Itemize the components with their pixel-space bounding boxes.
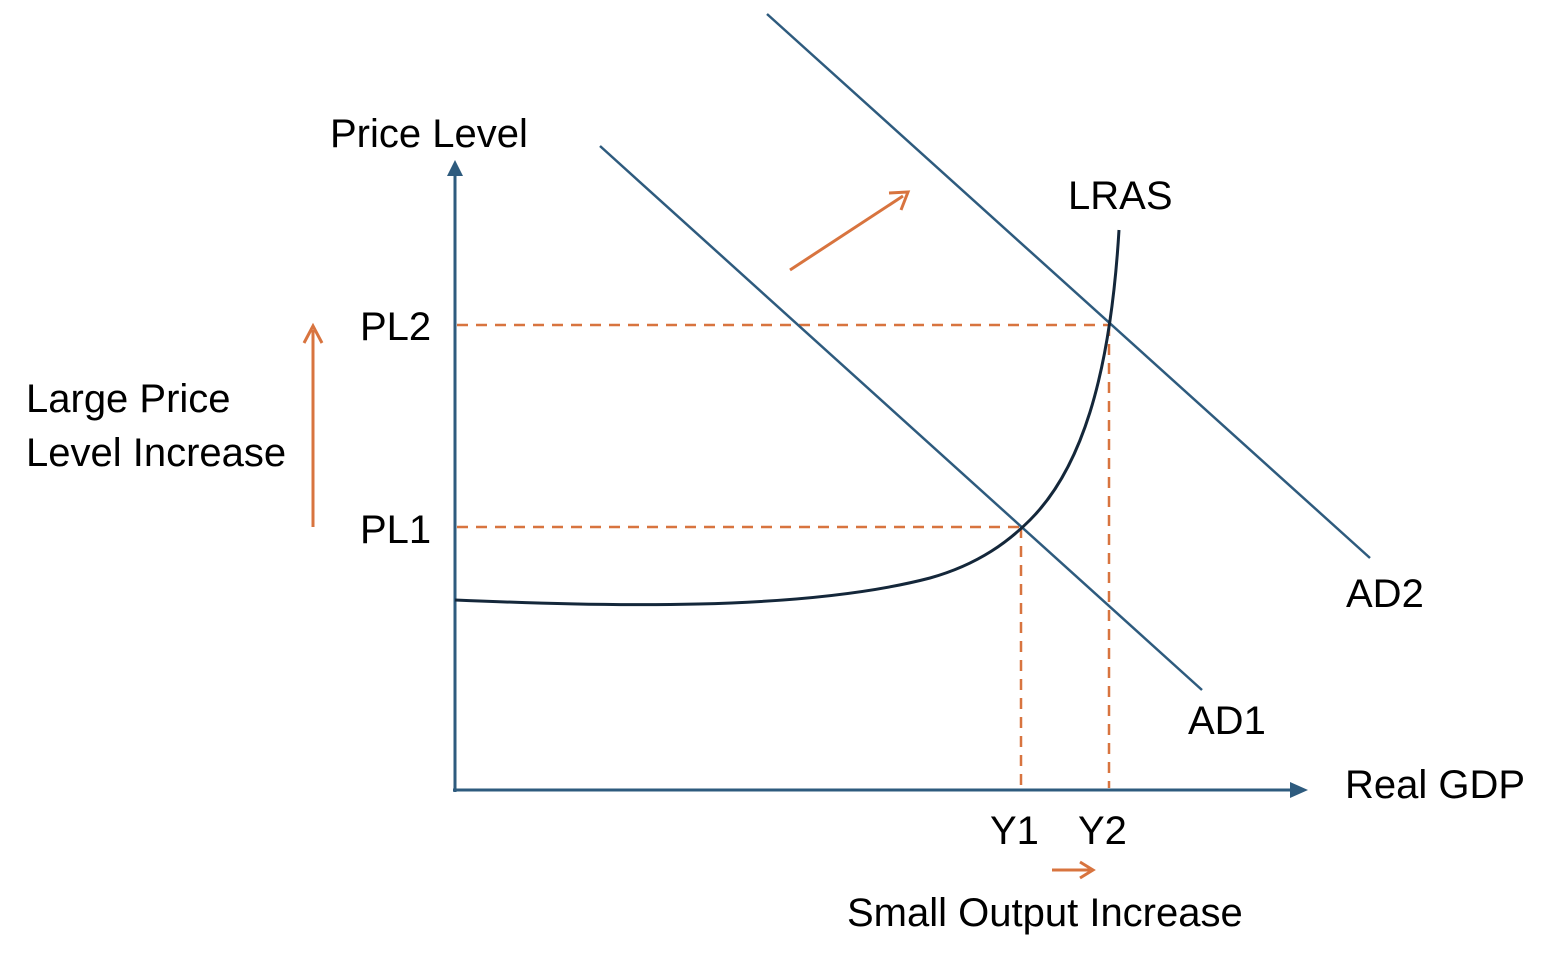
demand-shift-arrow <box>789 190 911 272</box>
ad1-label: AD1 <box>1188 699 1266 743</box>
output-increase-label: Small Output Increase <box>847 891 1243 935</box>
y-axis-label: Price Level <box>330 112 528 156</box>
lras-curve <box>454 229 1121 607</box>
lras-label: LRAS <box>1068 174 1173 218</box>
price-increase-label-line2: Level Increase <box>26 431 286 475</box>
pl2-label: PL2 <box>360 305 431 349</box>
y-axis-arrowhead <box>447 160 463 176</box>
x-axis-arrowhead <box>1290 782 1308 798</box>
x-axis-label: Real GDP <box>1345 763 1525 807</box>
ad2-label: AD2 <box>1346 572 1424 616</box>
y2-label: Y2 <box>1078 809 1127 853</box>
pl1-label: PL1 <box>360 508 431 552</box>
output-increase-arrow <box>1052 860 1096 880</box>
price-increase-label-line1: Large Price <box>26 377 231 421</box>
ad2-curve <box>766 13 1371 559</box>
price-increase-arrow <box>302 322 324 527</box>
ad1-curve <box>599 145 1203 691</box>
y1-label: Y1 <box>990 809 1039 853</box>
